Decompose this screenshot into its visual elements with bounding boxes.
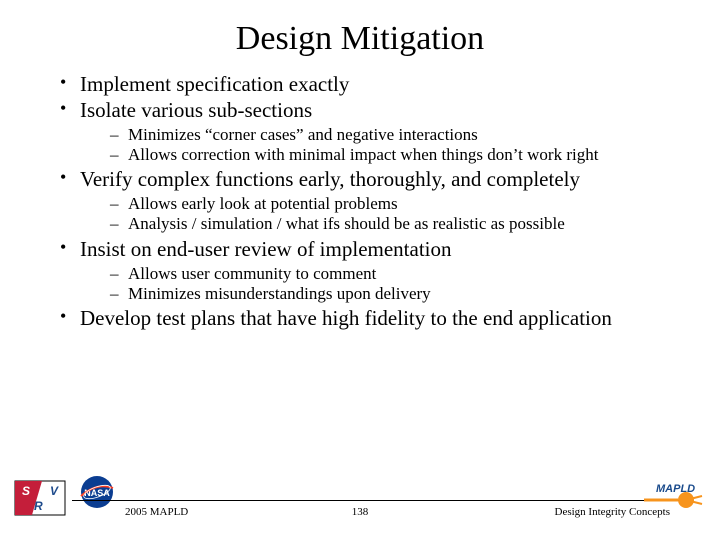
sub-bullet-item: Allows user community to comment	[110, 264, 680, 284]
sub-bullet-list: Allows early look at potential problems …	[80, 194, 680, 235]
bullet-item: Isolate various sub-sections Minimizes “…	[60, 98, 680, 166]
sub-bullet-text: Allows user community to comment	[128, 264, 376, 283]
bullet-text: Verify complex functions early, thorough…	[80, 167, 580, 191]
sub-bullet-item: Allows early look at potential problems	[110, 194, 680, 214]
footer: S V R NASA 2005 MAPLD 138 Design Integri…	[0, 478, 720, 528]
svg-text:R: R	[34, 499, 43, 513]
sub-bullet-item: Minimizes “corner cases” and negative in…	[110, 125, 680, 145]
bullet-text: Isolate various sub-sections	[80, 98, 312, 122]
bullet-text: Implement specification exactly	[80, 72, 349, 96]
sub-bullet-text: Allows early look at potential problems	[128, 194, 398, 213]
sub-bullet-list: Minimizes “corner cases” and negative in…	[80, 125, 680, 166]
sub-bullet-text: Minimizes “corner cases” and negative in…	[128, 125, 478, 144]
footer-page-number: 138	[352, 506, 369, 518]
sub-bullet-text: Allows correction with minimal impact wh…	[128, 145, 598, 164]
slide-title: Design Mitigation	[40, 20, 680, 58]
sub-bullet-text: Analysis / simulation / what ifs should …	[128, 214, 565, 233]
bullet-list: Implement specification exactly Isolate …	[40, 72, 680, 331]
footer-divider	[72, 500, 680, 501]
svr-logo-icon: S V R	[14, 480, 66, 516]
bullet-text: Insist on end-user review of implementat…	[80, 237, 452, 261]
svg-text:S: S	[22, 484, 30, 498]
sub-bullet-item: Analysis / simulation / what ifs should …	[110, 214, 680, 234]
bullet-item: Implement specification exactly	[60, 72, 680, 97]
sub-bullet-list: Allows user community to comment Minimiz…	[80, 264, 680, 305]
svg-text:V: V	[50, 484, 59, 498]
mapld-logo-icon: MAPLD	[636, 478, 706, 510]
bullet-item: Develop test plans that have high fideli…	[60, 306, 680, 331]
bullet-text: Develop test plans that have high fideli…	[80, 306, 612, 330]
bullet-item: Insist on end-user review of implementat…	[60, 237, 680, 305]
sub-bullet-item: Minimizes misunderstandings upon deliver…	[110, 284, 680, 304]
nasa-logo-icon: NASA	[76, 474, 118, 510]
sub-bullet-text: Minimizes misunderstandings upon deliver…	[128, 284, 431, 303]
bullet-item: Verify complex functions early, thorough…	[60, 167, 680, 235]
slide: Design Mitigation Implement specificatio…	[0, 0, 720, 540]
footer-left: 2005 MAPLD	[125, 506, 188, 518]
sub-bullet-item: Allows correction with minimal impact wh…	[110, 145, 680, 165]
